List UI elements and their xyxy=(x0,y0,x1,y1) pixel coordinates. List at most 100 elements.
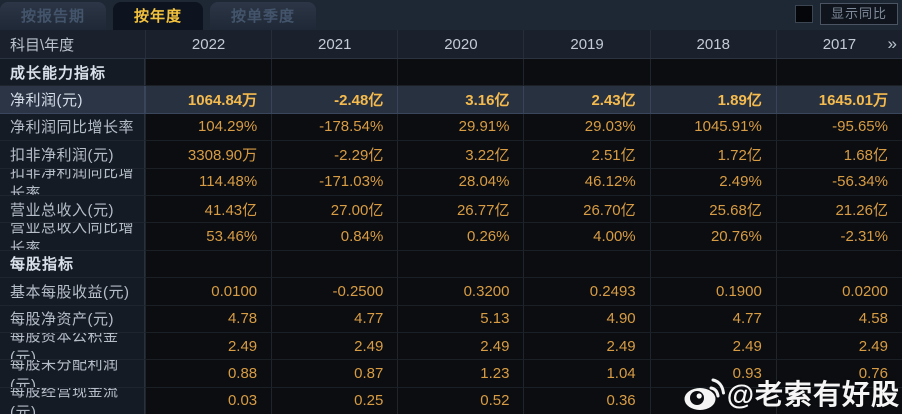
cell-value: -56.34% xyxy=(775,168,902,196)
cell-value: 0.36 xyxy=(523,387,650,414)
cell-value: 0.76 xyxy=(775,360,902,388)
cell-value: 0.3200 xyxy=(397,278,524,306)
cell-value: 2.49% xyxy=(649,168,776,196)
yoy-controls: 显示同比 xyxy=(794,3,898,25)
cell-value: -171.03% xyxy=(271,168,398,196)
cell-value: 4.78 xyxy=(145,305,272,333)
cell-value: 2.49 xyxy=(523,332,650,361)
cell-value: 29.03% xyxy=(523,113,650,142)
more-columns-icon[interactable]: » xyxy=(887,34,897,53)
year-header-2020: 2020 xyxy=(397,30,523,58)
cell-value: 0.03 xyxy=(145,387,272,414)
year-header-2019: 2019 xyxy=(523,30,649,58)
cell-value: 29.91% xyxy=(397,113,524,142)
cell-value: 0.0200 xyxy=(775,278,902,306)
cell-value: 25.68亿 xyxy=(649,195,776,224)
tab-by-year[interactable]: 按年度 xyxy=(113,2,204,30)
cell-value xyxy=(271,59,398,87)
row-label: 营业总收入同比增长率 xyxy=(0,223,145,251)
cell-value: 4.90 xyxy=(523,305,650,333)
cell-value: 2.49 xyxy=(145,332,272,361)
cell-value: 20.76% xyxy=(649,223,776,251)
cell-value: 41.43亿 xyxy=(145,195,272,224)
cell-value xyxy=(271,250,398,279)
cell-value: -2.31% xyxy=(775,223,902,251)
table-row: 净利润同比增长率 104.29% -178.54% 29.91% 29.03% 1045.… xyxy=(0,113,902,142)
cell-value: 0.1900 xyxy=(649,278,776,306)
row-label: 每股指标 xyxy=(0,250,145,279)
cell-value: 104.29% xyxy=(145,113,272,142)
row-label: 每股净资产(元) xyxy=(0,305,145,333)
cell-value xyxy=(145,59,272,87)
section-row: 成长能力指标 xyxy=(0,59,902,87)
cell-value: 26.77亿 xyxy=(397,195,524,224)
cell-value: 0.87 xyxy=(271,360,398,388)
year-header-2022: 2022 xyxy=(145,30,271,58)
cell-value: 3308.90万 xyxy=(145,141,272,169)
cell-value xyxy=(775,387,902,414)
table-row: 每股净资产(元) 4.78 4.77 5.13 4.90 4.77 4.58 xyxy=(0,305,902,333)
cell-value: 4.77 xyxy=(649,305,776,333)
cell-value xyxy=(397,250,524,279)
cell-value: 27.00亿 xyxy=(271,195,398,224)
row-label: 成长能力指标 xyxy=(0,59,145,87)
row-label: 净利润同比增长率 xyxy=(0,113,145,142)
cell-value: 2.49 xyxy=(649,332,776,361)
cell-value: 0.88 xyxy=(145,360,272,388)
table-row: 基本每股收益(元) 0.0100 -0.2500 0.3200 0.2493 0.1900… xyxy=(0,278,902,306)
row-label: 扣非净利润同比增长率 xyxy=(0,168,145,196)
table-header-row: 科目\年度 2022 2021 2020 2019 2018 2017 » xyxy=(0,30,902,59)
tab-by-report-period[interactable]: 按报告期 xyxy=(0,2,107,30)
cell-value: 1064.84万 xyxy=(145,86,272,114)
cell-value: 1.72亿 xyxy=(649,141,776,169)
corner-header: 科目\年度 xyxy=(10,36,75,54)
cell-value: 1.68亿 xyxy=(775,141,902,169)
cell-value: 1.23 xyxy=(397,360,524,388)
cell-value: 26.70亿 xyxy=(523,195,650,224)
table-row: 净利润(元) 1064.84万 -2.48亿 3.16亿 2.43亿 1.89亿 1645.… xyxy=(0,86,902,114)
cell-value: 0.52 xyxy=(397,387,524,414)
cell-value: 2.51亿 xyxy=(523,141,650,169)
cell-value: 1.89亿 xyxy=(649,86,776,114)
cell-value: 1.04 xyxy=(523,360,650,388)
cell-value: 4.00% xyxy=(523,223,650,251)
cell-value: 0.26% xyxy=(397,223,524,251)
year-header-2021: 2021 xyxy=(271,30,397,58)
row-label: 净利润(元) xyxy=(0,86,145,114)
cell-value: 21.26亿 xyxy=(775,195,902,224)
cell-value: 3.16亿 xyxy=(397,86,524,114)
row-label: 营业总收入(元) xyxy=(0,195,145,224)
cell-value xyxy=(775,59,902,87)
cell-value: 0.84% xyxy=(271,223,398,251)
table-row: 每股资本公积金(元) 2.49 2.49 2.49 2.49 2.49 2.49 xyxy=(0,332,902,361)
cell-value: 0.25 xyxy=(271,387,398,414)
cell-value xyxy=(523,59,650,87)
row-label: 基本每股收益(元) xyxy=(0,278,145,306)
cell-value: -178.54% xyxy=(271,113,398,142)
cell-value xyxy=(649,59,776,87)
cell-value xyxy=(145,250,272,279)
cell-value: 2.49 xyxy=(775,332,902,361)
cell-value xyxy=(775,250,902,279)
cell-value: 28.04% xyxy=(397,168,524,196)
period-tabbar: 按报告期 按年度 按单季度 显示同比 xyxy=(0,0,902,30)
year-header-2017: 2017 » xyxy=(775,30,902,58)
cell-value: 0.0100 xyxy=(145,278,272,306)
table-row: 每股经营现金流(元) 0.03 0.25 0.52 0.36 xyxy=(0,387,902,414)
row-label: 扣非净利润(元) xyxy=(0,141,145,169)
cell-value: 46.12% xyxy=(523,168,650,196)
table-row: 扣非净利润同比增长率 114.48% -171.03% 28.04% 46.12% 2.4… xyxy=(0,168,902,196)
cell-value: 1045.91% xyxy=(649,113,776,142)
cell-value: -2.29亿 xyxy=(271,141,398,169)
cell-value: 114.48% xyxy=(145,168,272,196)
cell-value: -0.2500 xyxy=(271,278,398,306)
show-yoy-label[interactable]: 显示同比 xyxy=(819,3,898,25)
tab-by-single-quarter[interactable]: 按单季度 xyxy=(210,2,317,30)
cell-value: 2.43亿 xyxy=(523,86,650,114)
show-yoy-checkbox[interactable] xyxy=(794,5,813,23)
cell-value: 0.2493 xyxy=(523,278,650,306)
table-body: 成长能力指标 净利润(元) 1064.84万 -2.48亿 3.16亿 2.43亿 1.89… xyxy=(0,59,902,414)
cell-value: -95.65% xyxy=(775,113,902,142)
cell-value: 4.77 xyxy=(271,305,398,333)
cell-value xyxy=(649,250,776,279)
